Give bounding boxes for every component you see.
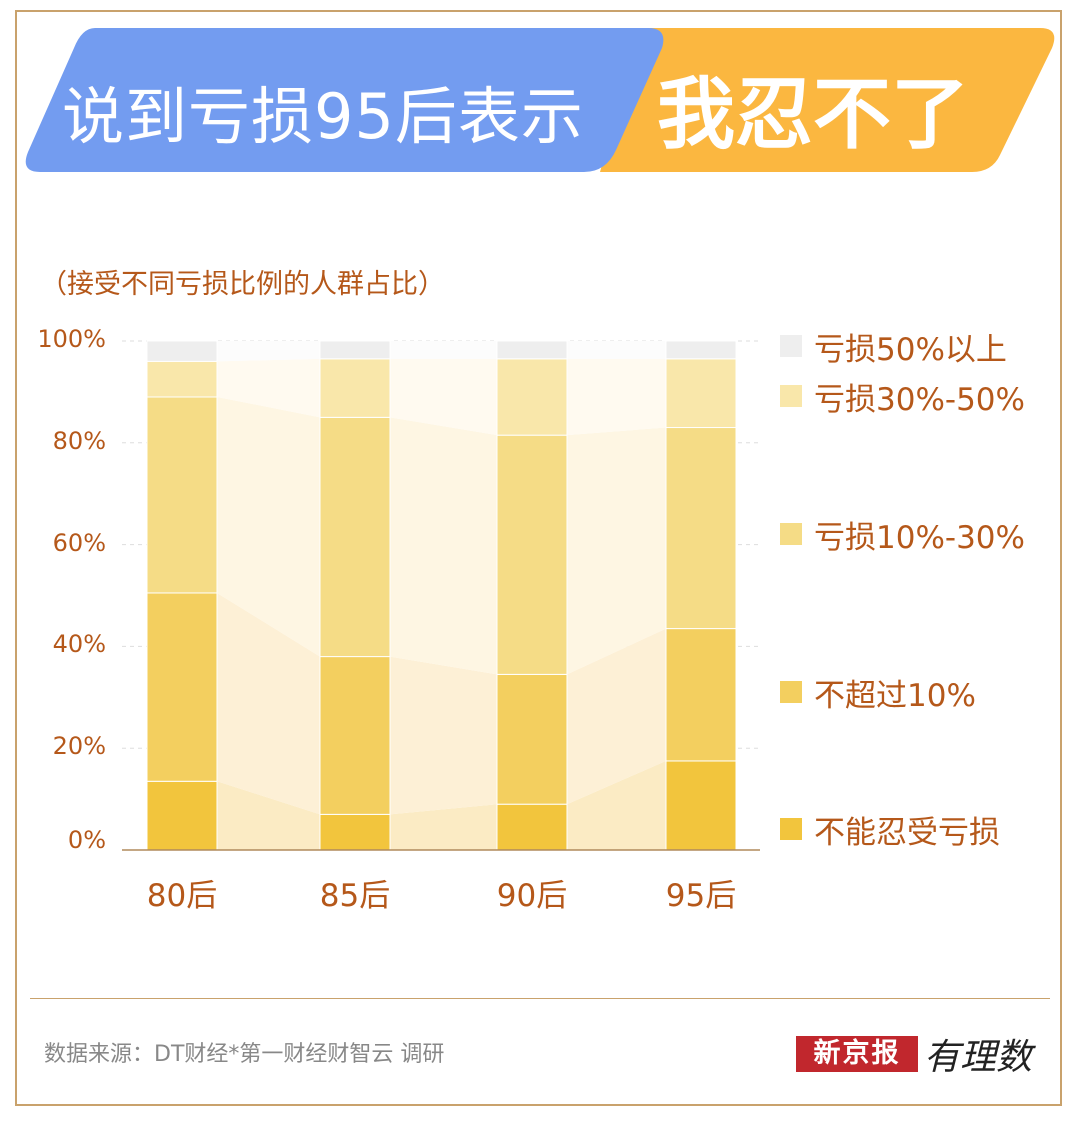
title-banner: 说到亏损95后表示 我忍不了 (0, 0, 1080, 190)
connector-band (217, 341, 320, 362)
title-banner-shapes (25, 28, 1055, 172)
connector-band (217, 781, 320, 850)
legend-label: 不能忍受亏损 (814, 814, 1000, 851)
legend-item: 亏损30%-50% (780, 380, 1025, 418)
data-source: 数据来源：DT财经*第一财经财智云 调研 (44, 1042, 445, 1067)
bar-segment (496, 434, 568, 675)
legend-item: 亏损10%-30% (780, 518, 1025, 556)
outer-frame (15, 10, 1062, 1106)
bar-segment (665, 760, 737, 851)
legend-item: 亏损50%以上 (780, 330, 1007, 368)
legend-item: 不超过10% (780, 676, 976, 714)
connector-band (217, 592, 320, 815)
title-left-text: 说到亏损95后表示 (62, 80, 584, 153)
connector-band (567, 358, 666, 436)
connector-band (390, 358, 497, 436)
brand-logo: 新京报 (796, 1036, 918, 1072)
bar-segment (319, 358, 391, 418)
bar-segment (496, 358, 568, 436)
legend-label: 不超过10% (814, 677, 976, 714)
bar-segment (146, 592, 218, 782)
legend-item: 不能忍受亏损 (780, 813, 1000, 851)
connector-band (390, 341, 497, 359)
connector-band (567, 628, 666, 805)
connector-band (217, 358, 320, 418)
title-banner-left-shape (25, 28, 664, 172)
connector-band (390, 656, 497, 815)
connector-band (567, 760, 666, 850)
connector-band (567, 341, 666, 359)
connector-band (217, 396, 320, 657)
bar-segment (665, 628, 737, 762)
bar-segment (146, 340, 218, 362)
bar-segment (146, 780, 218, 851)
bar-segment (319, 813, 391, 851)
legend-swatch (780, 385, 802, 407)
legend-label: 亏损10%-30% (814, 519, 1025, 556)
connector-band (390, 804, 497, 850)
bar-segment (146, 396, 218, 594)
legend-label: 亏损50%以上 (814, 331, 1007, 368)
legend-swatch (780, 335, 802, 357)
brand-script-logo: 有理数 (924, 1037, 1033, 1078)
bar-segment (496, 340, 568, 360)
y-tick-label: 100% (37, 325, 106, 353)
y-tick-label: 0% (67, 826, 106, 854)
legend-swatch (780, 523, 802, 545)
bar-segment (146, 360, 218, 398)
footer-divider (30, 998, 1050, 999)
x-tick-label: 90后 (496, 878, 568, 914)
bar-segment (665, 340, 737, 360)
bar-segment (665, 358, 737, 429)
bar-segment (665, 427, 737, 630)
title-right-text: 我忍不了 (657, 70, 970, 160)
y-tick-label: 40% (52, 630, 106, 659)
legend-label: 亏损30%-50% (814, 381, 1025, 418)
y-tick-label: 20% (52, 732, 106, 761)
bar-segment (319, 416, 391, 658)
bar-segment (496, 803, 568, 851)
chart-subtitle: （接受不同亏损比例的人群占比） (40, 269, 445, 300)
title-banner-right-shape (600, 28, 1055, 172)
x-tick-label: 95后 (665, 878, 737, 914)
bar-segment (496, 673, 568, 805)
bar-segment (319, 340, 391, 360)
bar-segment (319, 656, 391, 815)
connector-band (390, 417, 497, 675)
x-tick-label: 85后 (319, 878, 391, 914)
y-tick-label: 60% (52, 528, 106, 557)
legend-swatch (780, 818, 802, 840)
y-tick-label: 80% (52, 426, 106, 455)
legend-swatch (780, 681, 802, 703)
connector-band (567, 427, 666, 675)
x-tick-label: 80后 (146, 878, 218, 914)
